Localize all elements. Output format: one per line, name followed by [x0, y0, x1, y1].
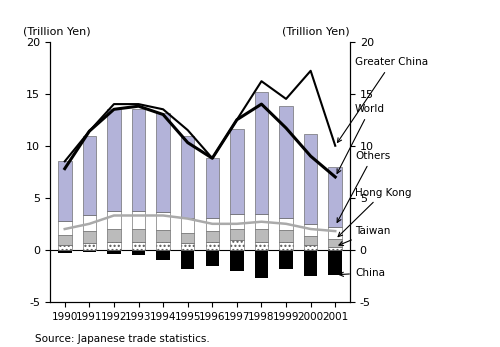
- Bar: [254, 242, 268, 250]
- Bar: [156, 230, 170, 242]
- Bar: [304, 236, 318, 245]
- Bar: [230, 129, 243, 214]
- Bar: [107, 250, 120, 254]
- Bar: [280, 230, 293, 242]
- Bar: [82, 215, 96, 231]
- Bar: [82, 231, 96, 243]
- Bar: [181, 250, 194, 269]
- Bar: [254, 92, 268, 214]
- Bar: [304, 245, 318, 250]
- Bar: [132, 242, 145, 250]
- Bar: [328, 227, 342, 239]
- Bar: [280, 106, 293, 218]
- Text: (Trillion Yen): (Trillion Yen): [23, 26, 90, 36]
- Bar: [132, 250, 145, 255]
- Bar: [58, 235, 71, 245]
- Bar: [230, 240, 243, 250]
- Bar: [254, 229, 268, 242]
- Bar: [206, 158, 219, 218]
- Bar: [181, 243, 194, 250]
- Bar: [280, 242, 293, 250]
- Bar: [206, 250, 219, 266]
- Bar: [280, 218, 293, 230]
- Bar: [328, 239, 342, 247]
- Bar: [280, 250, 293, 269]
- Bar: [254, 250, 268, 278]
- Bar: [82, 243, 96, 250]
- Bar: [132, 229, 145, 242]
- Text: (Trillion Yen): (Trillion Yen): [282, 26, 350, 36]
- Text: Source: Japanese trade statistics.: Source: Japanese trade statistics.: [35, 333, 210, 344]
- Bar: [181, 218, 194, 233]
- Bar: [181, 136, 194, 218]
- Text: Hong Kong: Hong Kong: [338, 188, 411, 237]
- Bar: [58, 161, 71, 221]
- Bar: [304, 250, 318, 276]
- Bar: [156, 113, 170, 212]
- Bar: [230, 250, 243, 271]
- Bar: [206, 242, 219, 250]
- Bar: [328, 167, 342, 227]
- Bar: [181, 233, 194, 243]
- Bar: [304, 134, 318, 224]
- Bar: [58, 250, 71, 253]
- Bar: [58, 245, 71, 250]
- Bar: [230, 214, 243, 229]
- Bar: [82, 250, 96, 252]
- Bar: [328, 250, 342, 275]
- Bar: [82, 136, 96, 215]
- Bar: [206, 231, 219, 242]
- Bar: [132, 109, 145, 211]
- Bar: [304, 224, 318, 236]
- Text: Taiwan: Taiwan: [339, 226, 390, 245]
- Bar: [230, 229, 243, 240]
- Bar: [328, 247, 342, 250]
- Bar: [156, 212, 170, 230]
- Bar: [156, 250, 170, 260]
- Bar: [156, 242, 170, 250]
- Text: Others: Others: [337, 151, 390, 222]
- Text: World: World: [337, 104, 385, 174]
- Bar: [107, 229, 120, 242]
- Bar: [58, 221, 71, 235]
- Bar: [206, 218, 219, 231]
- Bar: [254, 214, 268, 229]
- Text: China: China: [340, 268, 385, 278]
- Bar: [107, 242, 120, 250]
- Bar: [132, 211, 145, 229]
- Bar: [107, 109, 120, 211]
- Text: Greater China: Greater China: [338, 58, 428, 142]
- Bar: [107, 211, 120, 229]
